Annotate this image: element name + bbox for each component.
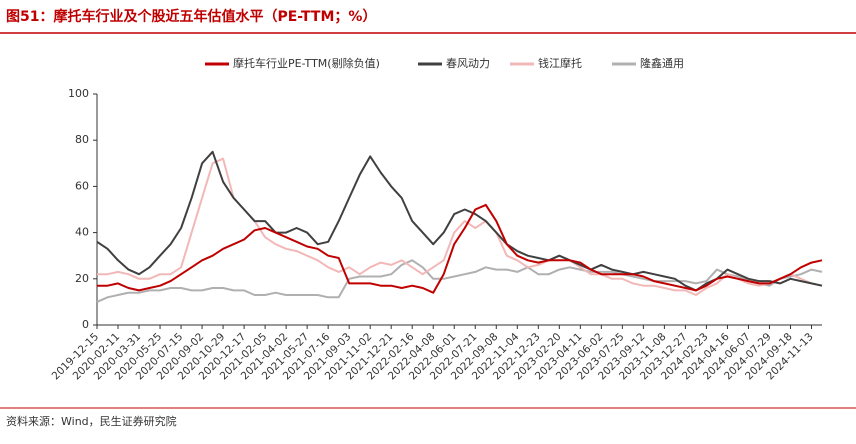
legend-label: 春风动力 — [446, 57, 490, 70]
y-tick-label: 0 — [82, 318, 89, 331]
series-line — [97, 157, 823, 296]
series-line — [96, 150, 823, 292]
y-tick-label: 20 — [75, 272, 89, 285]
legend-label: 隆鑫通用 — [640, 56, 684, 70]
y-tick-label: 60 — [75, 179, 89, 192]
chart-title: 图51：摩托车行业及个股近五年估值水平（PE-TTM；%） — [6, 8, 376, 25]
y-tick-label: 80 — [75, 133, 89, 146]
series-line — [97, 203, 823, 294]
legend-label: 钱江摩托 — [538, 56, 582, 70]
source: 资料来源：Wind，民生证券研究院 — [6, 414, 177, 428]
y-tick-label: 100 — [68, 87, 89, 100]
y-tick-label: 40 — [75, 226, 89, 239]
series-line — [96, 259, 823, 303]
legend-label: 摩托车行业PE-TTM(剔除负值) — [233, 56, 380, 70]
